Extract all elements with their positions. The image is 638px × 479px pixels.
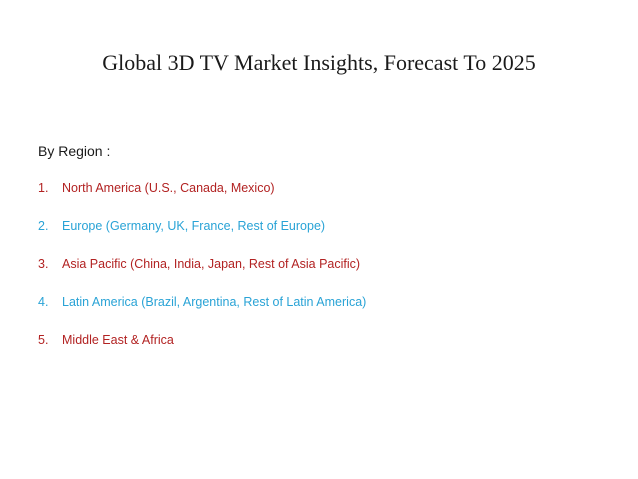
- region-item-asia-pacific: 3. Asia Pacific (China, India, Japan, Res…: [38, 257, 366, 295]
- region-item-europe: 2. Europe (Germany, UK, France, Rest of E…: [38, 219, 366, 257]
- region-item-latin-america: 4. Latin America (Brazil, Argentina, Rest…: [38, 295, 366, 333]
- region-number: 4.: [38, 295, 49, 309]
- region-number: 1.: [38, 181, 49, 195]
- region-item-north-america: 1. North America (U.S., Canada, Mexico): [38, 181, 366, 219]
- slide-title: Global 3D TV Market Insights, Forecast T…: [102, 50, 536, 75]
- region-number: 2.: [38, 219, 49, 233]
- region-subheading: By Region :: [38, 143, 111, 159]
- region-label: Asia Pacific (China, India, Japan, Rest …: [62, 257, 361, 271]
- region-number: 5.: [38, 333, 49, 347]
- region-label: Europe (Germany, UK, France, Rest of Eur…: [62, 219, 326, 233]
- region-label: Middle East & Africa: [62, 333, 174, 347]
- region-number: 3.: [38, 257, 49, 271]
- region-item-middle-east-africa: 5. Middle East & Africa: [38, 333, 366, 371]
- region-list: 1. North America (U.S., Canada, Mexico) 2…: [38, 181, 366, 371]
- region-label: North America (U.S., Canada, Mexico): [62, 181, 275, 195]
- region-label: Latin America (Brazil, Argentina, Rest o…: [62, 295, 367, 309]
